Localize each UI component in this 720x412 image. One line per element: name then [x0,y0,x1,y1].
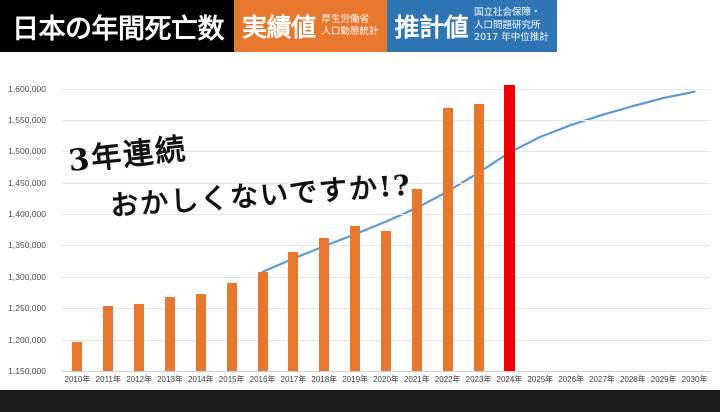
legend-badge-estimate-label: 推計値 [394,13,469,42]
legend-badge-actual-source: 厚生労働省 人口動態統計 [322,14,379,39]
bar [319,237,330,371]
x-axis-tick-label: 2016年 [249,375,276,384]
y-axis-tick-label: 1,200,000 [8,334,46,345]
bar-highlight [504,85,516,371]
source-line: 厚生労働省 [321,13,370,25]
bar [257,271,268,371]
x-axis-tick-label: 2017年 [280,375,307,384]
legend-badge-estimate: 推計値 国立社会保障・ 人口問題研究所 2017 年中位推計 [386,0,557,52]
x-axis-line [62,371,710,372]
y-axis-tick-label: 1,600,000 [8,83,46,94]
y-axis-tick-label: 1,350,000 [8,240,46,251]
x-axis-tick-label: 2025年 [527,375,554,384]
gridline [62,151,710,153]
bar [442,108,453,371]
bar [165,296,175,371]
footer-bar [0,390,720,412]
legend-badge-estimate-source: 国立社会保障・ 人口問題研究所 2017 年中位推計 [474,7,549,45]
x-axis-tick-label: 2024年 [496,375,523,384]
gridline [62,214,710,216]
legend-badge-actual: 実績値 厚生労働省 人口動態統計 [234,0,387,52]
plot-region: 1,150,000 1,200,000 1,250,000 1,300,000 1,35… [8,76,710,376]
source-line: 2017 年中位推計 [474,32,549,44]
x-axis-tick-label: 2027年 [589,375,615,384]
bar [473,103,484,371]
header-bar: 日本の年間死亡数 実績値 厚生労働省 人口動態統計 推計値 国立社会保障・ 人口… [0,0,720,52]
bar [226,283,237,371]
bar [288,251,299,371]
x-axis-tick-label: 2011年 [95,375,121,384]
x-axis-tick-label: 2015年 [218,375,245,384]
x-axis-tick-label: 2013年 [157,375,183,384]
gridline [62,119,710,121]
y-axis-tick-label: 1,450,000 [8,177,46,188]
x-axis-tick-label: 2029年 [650,375,677,384]
y-axis-tick-label: 1,400,000 [8,209,46,220]
x-axis-tick-label: 2018年 [311,375,338,384]
x-axis-tick-label: 2021年 [403,375,430,384]
x-axis-tick-label: 2010年 [64,375,91,384]
page-title: 日本の年間死亡数 [0,0,234,52]
bar [134,304,145,371]
chart-area: 1,150,000 1,200,000 1,250,000 1,300,000 1,35… [0,52,720,390]
x-axis-tick-label: 2014年 [187,375,214,384]
gridline [62,88,710,90]
x-axis-tick-label: 2028年 [619,375,646,384]
bar [350,226,361,371]
y-axis-tick-label: 1,300,000 [8,271,46,282]
source-line: 人口動態統計 [321,26,379,37]
bar [72,341,83,371]
x-axis-tick-label: 2020年 [373,375,399,384]
x-axis-tick-label: 2022年 [434,375,461,384]
legend-badge-actual-label: 実績値 [242,13,316,42]
y-axis-tick-label: 1,550,000 [8,114,46,125]
bar [411,188,422,371]
y-axis-tick-label: 1,500,000 [8,146,46,157]
source-line: 国立社会保障・ [474,7,541,19]
bar [381,231,391,371]
x-axis-tick-label: 2012年 [126,375,153,384]
x-axis-tick-label: 2023年 [465,375,492,384]
y-axis-tick-label: 1,250,000 [8,303,46,314]
source-line: 人口問題研究所 [474,19,541,31]
y-axis-tick-label: 1,150,000 [8,366,46,376]
bar [103,306,114,371]
gridline [62,182,710,184]
x-axis-tick-label: 2019年 [342,375,369,384]
x-axis-tick-label: 2026年 [558,375,585,384]
bar [195,293,206,371]
x-axis-tick-label: 2030年 [681,375,708,384]
